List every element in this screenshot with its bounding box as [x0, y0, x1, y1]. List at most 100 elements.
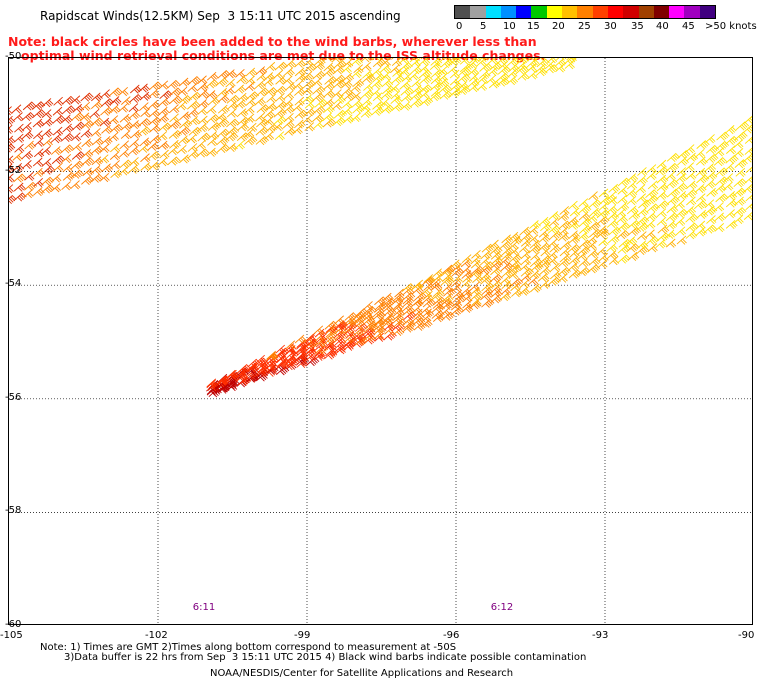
wind-barb [100, 89, 111, 99]
wind-barb [332, 79, 347, 89]
wind-barb [686, 170, 697, 180]
wind-barb [292, 102, 303, 112]
wind-barb [490, 279, 503, 289]
longitude-label: -90 [738, 630, 755, 641]
wind-barb [448, 58, 462, 67]
altitude-note: Note: black circles have been added to t… [8, 35, 545, 63]
wind-barb [110, 143, 121, 153]
wind-barb [129, 120, 142, 130]
wind-barb [432, 288, 445, 298]
wind-barb [547, 256, 559, 266]
wind-barb [304, 347, 317, 357]
wind-barb [293, 119, 306, 129]
wind-barb [440, 267, 455, 277]
wind-barb [508, 231, 521, 241]
wind-barb [225, 78, 236, 88]
wind-barb [149, 123, 161, 133]
wind-barb [516, 58, 529, 65]
wind-barb [109, 96, 122, 106]
wind-barb [520, 255, 532, 266]
wind-barb [380, 58, 391, 61]
wind-barb [563, 58, 577, 66]
wind-barb [364, 320, 378, 330]
wind-barb [478, 70, 491, 80]
wind-barb [187, 143, 198, 153]
wind-barb [703, 224, 717, 234]
wind-barb [400, 86, 414, 97]
wind-barb [402, 306, 416, 317]
wind-barb [529, 270, 541, 280]
wind-barb [205, 90, 218, 100]
wind-barb [490, 284, 503, 294]
wind-barb [693, 200, 708, 210]
wind-barb [666, 196, 680, 206]
wind-barb [370, 79, 383, 89]
wind-barb [148, 116, 162, 126]
wind-barb [432, 313, 445, 323]
wind-barb [451, 268, 465, 278]
wind-barb [666, 188, 681, 198]
wind-barb [263, 131, 275, 141]
wind-barb [598, 252, 609, 263]
footer-credit: NOAA/NESDIS/Center for Satellite Applica… [210, 668, 514, 679]
wind-barb [501, 280, 514, 290]
wind-barb [402, 323, 415, 333]
wind-barb [342, 339, 356, 350]
wind-barb [567, 262, 580, 272]
wind-barb [206, 105, 217, 115]
wind-barb [515, 65, 529, 75]
wind-barb [284, 343, 297, 353]
legend-swatch [669, 6, 685, 18]
wind-barb [419, 84, 433, 94]
wind-barb [441, 273, 454, 283]
wind-barb [695, 193, 707, 203]
wind-barb [645, 194, 659, 204]
wind-barb [275, 93, 286, 103]
wind-barb [178, 77, 191, 87]
wind-barb [440, 306, 451, 317]
wind-barb [235, 373, 248, 383]
wind-barb [723, 181, 734, 191]
wind-barb [352, 78, 365, 88]
wind-barb [33, 167, 45, 177]
wind-barb [362, 96, 373, 106]
wind-barb [62, 105, 76, 115]
wind-barb [578, 205, 592, 215]
wind-barb [374, 296, 388, 306]
wind-barb [664, 229, 677, 239]
wind-barb [675, 173, 688, 183]
wind-barb [354, 336, 369, 346]
wind-barb [42, 137, 53, 147]
wind-barb [53, 96, 64, 106]
wind-barb [108, 104, 121, 114]
wind-barb [469, 300, 482, 310]
wind-barb [674, 216, 686, 227]
wind-barb [52, 115, 66, 125]
wind-barb [176, 144, 188, 155]
wind-barb [72, 103, 85, 114]
wind-barb [530, 251, 541, 261]
wind-barb [431, 310, 445, 320]
wind-barb [440, 297, 453, 307]
wind-barb [244, 136, 258, 146]
wind-barb [665, 179, 679, 189]
wind-barb [379, 64, 392, 74]
wind-barb [491, 255, 503, 265]
wind-barb [363, 301, 374, 311]
wind-barb [344, 312, 358, 322]
legend-swatch [500, 6, 517, 18]
wind-barb [294, 109, 308, 119]
wind-barb [273, 85, 287, 95]
wind-barb [587, 213, 598, 223]
wind-barb [52, 126, 64, 136]
wind-barb [655, 200, 670, 210]
wind-barb [645, 229, 656, 239]
wind-barb [432, 268, 445, 278]
wind-barb [205, 79, 219, 89]
wind-barb [725, 145, 737, 155]
wind-barb [313, 61, 325, 71]
wind-barb [197, 99, 210, 109]
wind-barb [196, 82, 209, 92]
wind-barb [14, 143, 25, 154]
wind-barb [460, 258, 472, 268]
